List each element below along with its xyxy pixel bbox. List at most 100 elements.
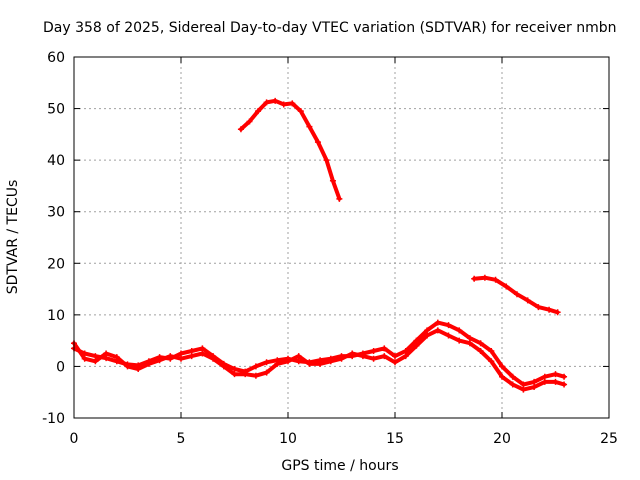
data-point	[535, 304, 542, 311]
series-high-trace-midday	[237, 97, 343, 202]
data-point	[178, 355, 184, 362]
y-tick-label: 0	[56, 359, 65, 375]
grid-lines	[74, 57, 609, 418]
data-point	[424, 327, 431, 334]
data-point	[359, 353, 366, 360]
data-point	[231, 366, 238, 373]
y-tick-label: 50	[47, 102, 65, 118]
data-point	[81, 355, 88, 362]
data-point	[445, 322, 452, 329]
data-point	[237, 126, 244, 133]
x-tick-label: 20	[493, 431, 511, 447]
data-point	[445, 332, 452, 339]
data-point	[381, 353, 388, 360]
data-point	[113, 354, 120, 361]
data-point	[263, 369, 270, 376]
x-tick-label: 10	[279, 431, 297, 447]
data-point	[220, 363, 227, 370]
data-point	[488, 347, 495, 354]
data-point	[178, 350, 184, 357]
data-point	[306, 123, 313, 130]
data-point	[255, 108, 262, 115]
data-point	[503, 283, 510, 290]
data-point	[92, 353, 99, 360]
y-tick-label: 60	[47, 50, 65, 66]
data-point	[167, 353, 174, 360]
x-tick-label: 25	[600, 431, 618, 447]
data-point	[513, 291, 520, 298]
data-point	[552, 378, 559, 385]
data-point	[561, 373, 568, 380]
data-point	[263, 359, 270, 366]
data-point	[156, 357, 163, 364]
data-point	[246, 118, 253, 125]
data-point	[338, 355, 345, 362]
data-point	[327, 358, 334, 365]
data-point	[466, 335, 473, 342]
data-point	[349, 350, 356, 357]
data-point	[210, 355, 217, 362]
data-point	[413, 337, 420, 344]
chart-title: Day 358 of 2025, Sidereal Day-to-day VTE…	[43, 20, 617, 36]
data-point	[314, 139, 321, 146]
data-point	[188, 347, 195, 354]
x-axis-label: GPS time / hours	[281, 458, 398, 474]
data-point	[488, 358, 495, 365]
data-point	[477, 340, 484, 347]
data-point	[466, 340, 473, 347]
data-point	[531, 384, 538, 391]
y-tick-label: 30	[47, 205, 65, 221]
data-point	[434, 319, 441, 326]
data-point	[306, 360, 313, 367]
x-tick-label: 5	[177, 431, 186, 447]
data-point	[103, 350, 110, 357]
data-point	[231, 371, 238, 378]
series-high-trace-evening	[471, 274, 561, 316]
data-point	[272, 97, 279, 104]
data-point	[280, 101, 287, 108]
data-point	[263, 99, 270, 106]
data-point	[188, 353, 195, 360]
data-point	[124, 363, 131, 370]
data-point	[456, 337, 463, 344]
data-point	[199, 345, 206, 352]
data-point	[252, 372, 259, 379]
plot-frame	[73, 56, 610, 419]
data-point	[252, 363, 259, 370]
data-point	[392, 353, 398, 360]
y-tick-label: -10	[42, 411, 65, 427]
data-point	[199, 350, 206, 357]
data-point	[552, 371, 559, 378]
data-point	[381, 345, 388, 352]
data-point	[561, 381, 568, 388]
data-point	[92, 358, 99, 365]
data-point	[135, 366, 142, 373]
data-point	[274, 360, 281, 367]
data-point	[370, 355, 377, 362]
data-point	[509, 373, 516, 380]
data-point	[481, 274, 488, 281]
data-point	[554, 309, 561, 316]
data-point	[509, 381, 516, 388]
data-point	[392, 359, 398, 366]
data-point	[242, 371, 249, 378]
x-tick-label: 15	[386, 431, 404, 447]
data-point	[289, 100, 296, 107]
data-point	[285, 358, 291, 365]
data-point	[541, 378, 548, 385]
data-point	[402, 353, 409, 360]
data-point	[295, 353, 302, 360]
data-point	[541, 373, 548, 380]
data-point	[402, 347, 409, 354]
series-low-trace-b	[71, 327, 568, 393]
data-point	[329, 177, 336, 184]
data-point	[477, 347, 484, 354]
data-point	[471, 275, 478, 282]
data-point	[295, 358, 302, 365]
data-point	[456, 327, 463, 334]
data-point	[370, 347, 377, 354]
data-point	[531, 378, 538, 385]
data-point	[297, 108, 304, 115]
x-tick-label: 0	[70, 431, 79, 447]
